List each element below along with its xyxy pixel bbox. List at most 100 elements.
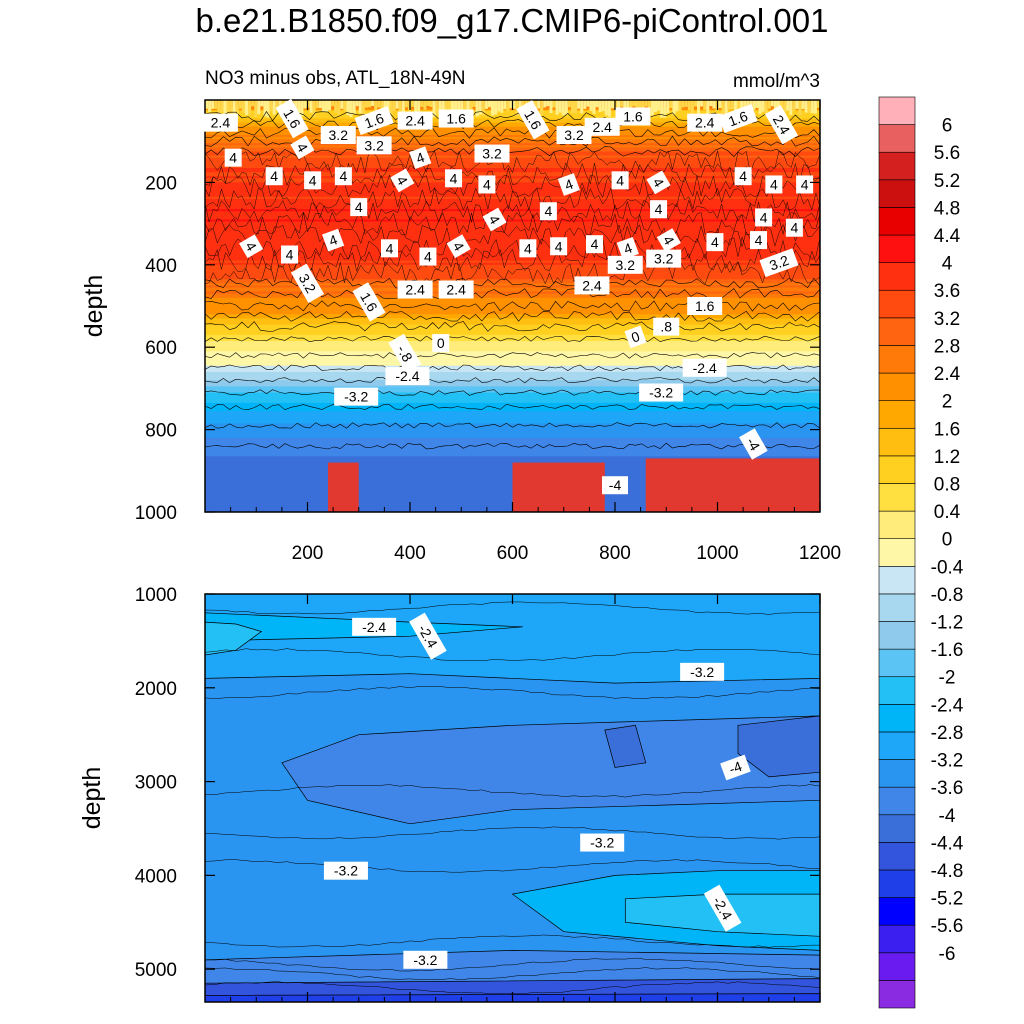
upper-contour-label: 4 — [550, 237, 568, 256]
upper-surface-mark — [417, 100, 421, 112]
upper-band — [205, 196, 820, 200]
upper-band — [205, 186, 820, 190]
upper-surface-mark — [214, 100, 218, 109]
upper-band — [205, 211, 820, 214]
upper-band — [205, 361, 820, 365]
svg-text:4: 4 — [483, 176, 491, 192]
colorbar-label: 0.8 — [934, 474, 960, 495]
upper-band — [205, 341, 820, 344]
upper-surface-mark — [361, 100, 365, 117]
colorbar-box — [878, 483, 916, 512]
upper-band — [205, 382, 820, 385]
upper-band — [205, 256, 820, 260]
upper-band — [205, 363, 820, 367]
upper-contour-label: 1.6 — [687, 297, 723, 315]
upper-band — [205, 163, 820, 167]
upper-contour-label: 4 — [381, 239, 398, 258]
svg-text:1.6: 1.6 — [362, 110, 386, 132]
upper-band — [205, 458, 820, 462]
upper-surface-mark — [269, 100, 273, 112]
upper-surface-mark — [500, 100, 504, 113]
colorbar-label: -0.4 — [931, 557, 964, 578]
upper-surface-mark — [315, 100, 319, 109]
upper-band — [205, 151, 820, 155]
lower-min-region — [604, 724, 647, 768]
colorbar-box — [878, 869, 916, 898]
upper-contour-label: 4 — [519, 239, 537, 258]
lower-contour-lines — [205, 601, 820, 995]
colorbar-box — [878, 151, 916, 181]
upper-band — [205, 336, 820, 340]
lower-contour-label: -3.2 — [323, 861, 368, 880]
colorbar-label: 5.2 — [934, 171, 960, 192]
upper-band — [205, 114, 820, 118]
upper-contour-label: 4 — [734, 167, 752, 186]
upper-contour-label: -4 — [602, 476, 628, 495]
upper-band — [205, 141, 820, 144]
upper-surface-mark — [494, 100, 498, 115]
svg-text:4: 4 — [739, 168, 747, 184]
colorbar-box — [878, 207, 916, 236]
upper-surface-mark — [337, 100, 341, 115]
upper-contour-label: 2.4 — [574, 276, 610, 295]
upper-band — [205, 308, 820, 311]
upper-band — [205, 444, 820, 447]
svg-text:-4: -4 — [609, 477, 622, 493]
upper-surface-mark — [401, 100, 405, 118]
upper-surface-mark — [515, 100, 519, 116]
upper-contour-line — [205, 224, 820, 248]
upper-contour-label: 4 — [265, 167, 283, 186]
upper-band — [205, 371, 820, 375]
colorbar-label: -4 — [939, 806, 956, 827]
upper-contour-line — [205, 352, 820, 359]
upper-surface-mark — [251, 100, 255, 107]
upper-contour-label: 2.4 — [397, 111, 433, 130]
upper-surface-mark — [767, 100, 771, 109]
svg-text:-3.2: -3.2 — [649, 385, 673, 401]
upper-surface-mark — [423, 100, 427, 110]
upper-band — [205, 277, 820, 280]
upper-surface-mark — [703, 100, 707, 110]
upper-surface-mark — [220, 100, 224, 112]
upper-surface-mark — [733, 100, 737, 117]
upper-band — [205, 378, 820, 381]
upper-band — [205, 425, 820, 429]
upper-band — [205, 235, 820, 239]
upper-band — [205, 314, 820, 317]
upper-band — [205, 338, 820, 342]
svg-text:-2.4: -2.4 — [395, 368, 419, 384]
svg-text:1.6: 1.6 — [446, 111, 466, 127]
upper-band — [205, 446, 820, 449]
upper-contour-line — [205, 127, 820, 139]
upper-band — [205, 161, 820, 165]
upper-band — [205, 460, 820, 464]
colorbar-label: -1.6 — [931, 640, 964, 661]
lower-contour-line — [205, 648, 820, 662]
upper-band — [205, 165, 820, 169]
upper-band — [205, 291, 820, 295]
upper-surface-mark — [497, 100, 501, 112]
upper-surface-mark — [570, 100, 575, 114]
upper-surface-mark — [248, 100, 252, 115]
upper-surface-mark — [521, 100, 525, 108]
upper-contour-label: 4 — [785, 218, 803, 237]
upper-contour-label: 1.6 — [615, 107, 651, 126]
upper-surface-mark — [752, 100, 756, 110]
upper-surface-mark — [629, 100, 633, 110]
upper-contour-label: 1.6 — [275, 98, 309, 139]
upper-contour-line — [205, 186, 820, 211]
upper-surface-mark — [303, 100, 307, 109]
svg-text:-3.2: -3.2 — [344, 389, 368, 405]
upper-contour-line — [205, 150, 820, 174]
upper-band — [205, 279, 820, 282]
upper-contour-line — [205, 199, 820, 223]
upper-contour-label: 4 — [611, 171, 629, 190]
svg-text:4: 4 — [591, 236, 599, 252]
upper-band — [205, 192, 820, 196]
upper-surface-mark — [801, 100, 805, 110]
upper-band — [205, 126, 820, 130]
upper-surface-mark — [367, 100, 372, 108]
lower-contour-line — [205, 784, 820, 798]
upper-surface-mark — [257, 100, 261, 115]
svg-text:3.2: 3.2 — [767, 252, 791, 274]
